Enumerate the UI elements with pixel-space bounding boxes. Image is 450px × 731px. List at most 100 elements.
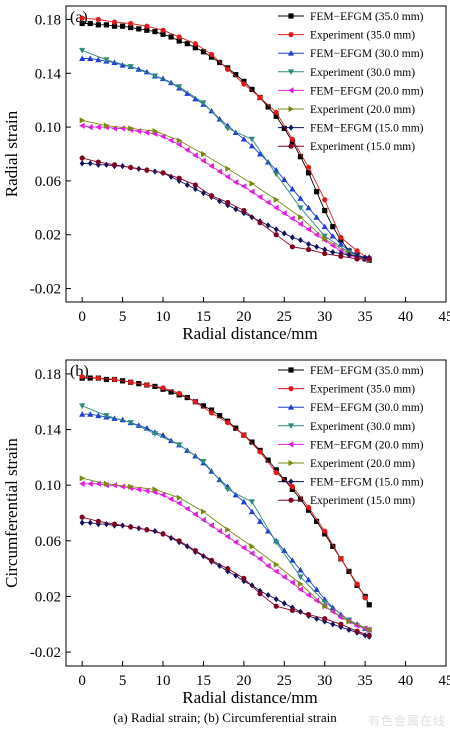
data-point	[322, 616, 328, 622]
legend-marker	[288, 478, 294, 485]
legend-label: FEM−EFGM (35.0 mm)	[310, 11, 424, 23]
data-point	[337, 241, 344, 247]
data-point	[257, 591, 263, 597]
data-point	[313, 214, 320, 220]
data-point	[321, 223, 328, 230]
legend-label: FEM−EFGM (35.0 mm)	[310, 365, 424, 377]
legend-entry: FEM−EFGM (20.0 mm)	[278, 85, 424, 97]
data-point	[313, 231, 320, 238]
y-tick-label: 0.02	[35, 228, 61, 244]
legend-entry: Experiment (20.0 mm)	[278, 104, 415, 116]
data-point	[87, 55, 94, 61]
data-point	[273, 204, 279, 211]
x-tick-label: 35	[358, 309, 373, 325]
data-point	[143, 129, 150, 136]
data-point	[322, 235, 328, 242]
legend-entry: FEM−EFGM (15.0 mm)	[278, 123, 424, 135]
legend-label: FEM−EFGM (15.0 mm)	[310, 123, 424, 135]
data-point	[79, 374, 85, 380]
data-point	[329, 232, 336, 239]
data-point	[184, 505, 190, 512]
data-point	[248, 142, 256, 149]
data-point	[305, 611, 312, 618]
data-point	[225, 419, 231, 426]
x-tick-label: 20	[236, 309, 251, 325]
data-point	[200, 150, 207, 158]
data-point	[208, 407, 215, 413]
data-point	[168, 137, 174, 144]
data-point	[321, 599, 328, 606]
data-point	[225, 199, 231, 206]
data-point	[305, 170, 312, 176]
data-point	[79, 47, 86, 54]
x-tick-label: 15	[196, 673, 211, 689]
data-point	[128, 524, 134, 530]
y-tick-label: -0.02	[30, 282, 61, 298]
data-point	[192, 182, 198, 188]
x-tick-label: 30	[317, 309, 332, 325]
data-point	[297, 205, 304, 211]
y-tick-label: 0.10	[35, 478, 61, 494]
data-point	[144, 167, 150, 173]
x-tick-label: 25	[277, 673, 292, 689]
data-point	[225, 526, 231, 533]
data-point	[111, 19, 118, 25]
legend-marker	[287, 404, 295, 410]
data-point	[297, 574, 304, 581]
data-point	[338, 253, 344, 259]
legend: FEM−EFGM (35.0 mm) Experiment (35.0 mm) FE…	[278, 11, 424, 153]
data-point	[305, 226, 312, 233]
data-point	[314, 518, 320, 524]
data-point	[346, 251, 352, 259]
data-point	[136, 26, 142, 32]
y-tick-label: 0.14	[35, 66, 62, 82]
data-point	[289, 215, 295, 222]
data-point	[248, 499, 256, 505]
data-point	[217, 197, 223, 205]
watermark: 有色金属在线	[367, 714, 446, 728]
data-point	[200, 516, 206, 524]
data-point	[135, 422, 142, 428]
legend-label: Experiment (20.0 mm)	[310, 104, 415, 116]
data-point	[265, 199, 271, 206]
legend-marker	[288, 31, 294, 38]
data-point	[297, 195, 304, 201]
data-point	[289, 486, 295, 492]
data-point	[297, 214, 304, 221]
data-point	[314, 615, 320, 622]
data-point	[257, 220, 263, 226]
data-point	[248, 136, 256, 143]
data-point	[256, 518, 264, 524]
x-tick-label: 0	[78, 673, 86, 689]
data-point	[265, 591, 271, 599]
data-point	[128, 24, 134, 31]
data-point	[95, 159, 101, 165]
data-point	[338, 623, 344, 631]
data-point	[289, 607, 295, 613]
data-point	[128, 164, 134, 171]
data-point	[103, 57, 110, 63]
y-axis-label: Radial strain	[2, 110, 21, 197]
data-point	[192, 185, 198, 193]
data-point	[289, 579, 295, 586]
data-point	[265, 562, 271, 569]
data-point	[111, 482, 117, 489]
data-point	[87, 411, 94, 417]
y-tick-label: 0.14	[35, 423, 62, 439]
data-point	[160, 170, 166, 176]
data-point	[353, 622, 360, 629]
data-point	[176, 34, 182, 40]
data-point	[208, 522, 215, 529]
legend-entry: FEM−EFGM (35.0 mm)	[278, 365, 424, 377]
data-point	[273, 109, 279, 115]
data-point	[338, 556, 344, 562]
legend-entry: FEM−EFGM (30.0 mm)	[278, 402, 424, 414]
data-point	[176, 494, 183, 501]
data-point	[305, 576, 312, 583]
data-point	[159, 75, 167, 82]
data-point	[249, 543, 256, 550]
data-point	[151, 431, 159, 437]
data-point	[362, 632, 368, 639]
data-point	[337, 614, 344, 621]
data-point	[256, 555, 263, 562]
